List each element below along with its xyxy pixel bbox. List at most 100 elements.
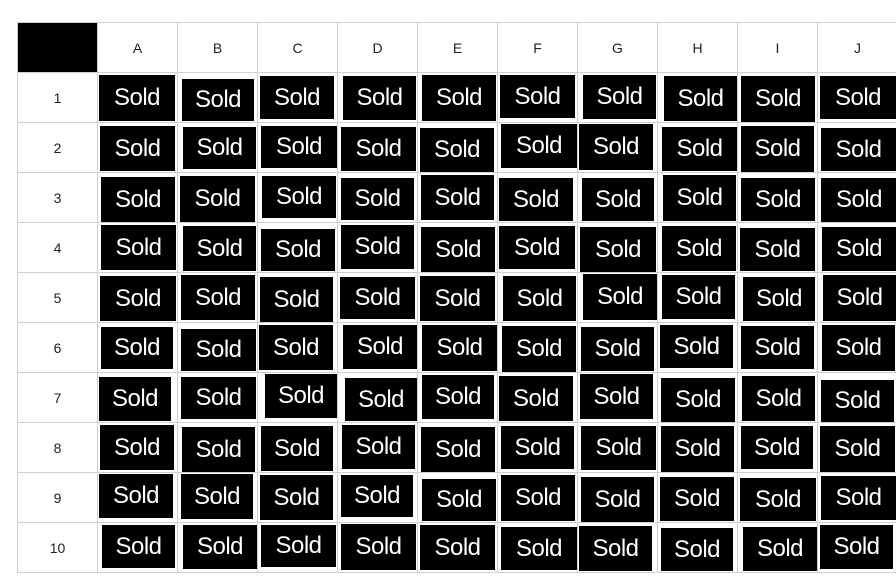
sold-tile[interactable]: Sold (183, 525, 257, 569)
sold-tile[interactable]: Sold (664, 76, 737, 121)
sold-tile[interactable]: Sold (663, 175, 736, 221)
sold-tile[interactable]: Sold (662, 127, 737, 171)
sold-tile[interactable]: Sold (821, 128, 896, 171)
sold-tile[interactable]: Sold (821, 380, 894, 422)
sold-tile[interactable]: Sold (181, 377, 256, 419)
sold-tile[interactable]: Sold (101, 177, 175, 222)
seat-cell-g4[interactable]: Sold (578, 223, 658, 273)
sold-tile[interactable]: Sold (261, 126, 337, 168)
sold-tile[interactable]: Sold (101, 327, 173, 369)
sold-tile[interactable]: Sold (581, 477, 654, 522)
seat-cell-a9[interactable]: Sold (98, 473, 178, 523)
seat-cell-c10[interactable]: Sold (258, 523, 338, 573)
sold-tile[interactable]: Sold (422, 479, 496, 521)
seat-cell-d6[interactable]: Sold (338, 323, 418, 373)
seat-cell-d9[interactable]: Sold (338, 473, 418, 523)
sold-tile[interactable]: Sold (822, 227, 896, 271)
seat-cell-g8[interactable]: Sold (578, 423, 658, 473)
sold-tile[interactable]: Sold (820, 426, 895, 472)
seat-cell-i9[interactable]: Sold (738, 473, 818, 523)
sold-tile[interactable]: Sold (579, 526, 652, 571)
sold-tile[interactable]: Sold (741, 126, 814, 172)
sold-tile[interactable]: Sold (181, 329, 256, 371)
seat-cell-j7[interactable]: Sold (818, 373, 896, 423)
seat-cell-g7[interactable]: Sold (578, 373, 658, 423)
seat-cell-h6[interactable]: Sold (658, 323, 738, 373)
seat-cell-f4[interactable]: Sold (498, 223, 578, 273)
sold-tile[interactable]: Sold (582, 178, 654, 221)
seat-cell-b4[interactable]: Sold (178, 223, 258, 273)
seat-cell-g3[interactable]: Sold (578, 173, 658, 223)
sold-tile[interactable]: Sold (660, 477, 734, 521)
sold-tile[interactable]: Sold (422, 375, 494, 419)
sold-tile[interactable]: Sold (342, 425, 415, 469)
sold-tile[interactable]: Sold (100, 425, 174, 470)
seat-cell-b10[interactable]: Sold (178, 523, 258, 573)
seat-cell-i7[interactable]: Sold (738, 373, 818, 423)
sold-tile[interactable]: Sold (501, 124, 577, 168)
seat-cell-c3[interactable]: Sold (258, 173, 338, 223)
seat-cell-d1[interactable]: Sold (338, 73, 418, 123)
sold-tile[interactable]: Sold (661, 426, 734, 472)
sold-tile[interactable]: Sold (420, 276, 495, 321)
sold-tile[interactable]: Sold (181, 275, 255, 320)
sold-tile[interactable]: Sold (261, 229, 335, 271)
sold-tile[interactable]: Sold (182, 427, 255, 472)
seat-cell-i10[interactable]: Sold (738, 523, 818, 573)
sold-tile[interactable]: Sold (499, 178, 573, 221)
seat-cell-f2[interactable]: Sold (498, 123, 578, 173)
seat-cell-f9[interactable]: Sold (498, 473, 578, 523)
sold-tile[interactable]: Sold (343, 76, 416, 120)
sold-tile[interactable]: Sold (262, 176, 336, 218)
seat-cell-h1[interactable]: Sold (658, 73, 738, 123)
sold-tile[interactable]: Sold (421, 175, 494, 220)
sold-tile[interactable]: Sold (181, 474, 253, 519)
sold-tile[interactable]: Sold (261, 525, 336, 567)
sold-tile[interactable]: Sold (823, 275, 896, 321)
seat-cell-a5[interactable]: Sold (98, 273, 178, 323)
sold-tile[interactable]: Sold (420, 128, 494, 172)
seat-cell-i5[interactable]: Sold (738, 273, 818, 323)
sold-tile[interactable]: Sold (581, 327, 654, 371)
sold-tile[interactable]: Sold (740, 228, 815, 271)
seat-cell-j6[interactable]: Sold (818, 323, 896, 373)
seat-cell-h9[interactable]: Sold (658, 473, 738, 523)
seat-cell-j4[interactable]: Sold (818, 223, 896, 273)
seat-cell-h8[interactable]: Sold (658, 423, 738, 473)
seat-cell-d7[interactable]: Sold (338, 373, 418, 423)
seat-cell-f5[interactable]: Sold (498, 273, 578, 323)
sold-tile[interactable]: Sold (260, 76, 334, 119)
sold-tile[interactable]: Sold (183, 127, 256, 169)
seat-cell-f1[interactable]: Sold (498, 73, 578, 123)
sold-tile[interactable]: Sold (741, 76, 815, 122)
seat-cell-j10[interactable]: Sold (818, 523, 896, 573)
sold-tile[interactable]: Sold (421, 427, 495, 472)
seat-cell-c2[interactable]: Sold (258, 123, 338, 173)
sold-tile[interactable]: Sold (422, 75, 496, 121)
sold-tile[interactable]: Sold (501, 475, 575, 521)
seat-cell-b5[interactable]: Sold (178, 273, 258, 323)
seat-cell-f10[interactable]: Sold (498, 523, 578, 573)
sold-tile[interactable]: Sold (741, 178, 815, 221)
seat-cell-c9[interactable]: Sold (258, 473, 338, 523)
seat-cell-d3[interactable]: Sold (338, 173, 418, 223)
sold-tile[interactable]: Sold (99, 474, 173, 518)
seat-cell-f8[interactable]: Sold (498, 423, 578, 473)
seat-cell-e6[interactable]: Sold (418, 323, 498, 373)
sold-tile[interactable]: Sold (182, 79, 254, 121)
seat-cell-h3[interactable]: Sold (658, 173, 738, 223)
seat-cell-g9[interactable]: Sold (578, 473, 658, 523)
sold-tile[interactable]: Sold (341, 178, 414, 220)
sold-tile[interactable]: Sold (100, 126, 175, 171)
sold-tile[interactable]: Sold (422, 325, 497, 371)
seat-cell-e5[interactable]: Sold (418, 273, 498, 323)
seat-cell-b2[interactable]: Sold (178, 123, 258, 173)
seat-cell-d10[interactable]: Sold (338, 523, 418, 573)
seat-cell-c7[interactable]: Sold (258, 373, 338, 423)
seat-cell-e1[interactable]: Sold (418, 73, 498, 123)
sold-tile[interactable]: Sold (341, 475, 413, 517)
seat-cell-g1[interactable]: Sold (578, 73, 658, 123)
sold-tile[interactable]: Sold (503, 276, 576, 321)
sold-tile[interactable]: Sold (583, 274, 657, 320)
seat-cell-i6[interactable]: Sold (738, 323, 818, 373)
